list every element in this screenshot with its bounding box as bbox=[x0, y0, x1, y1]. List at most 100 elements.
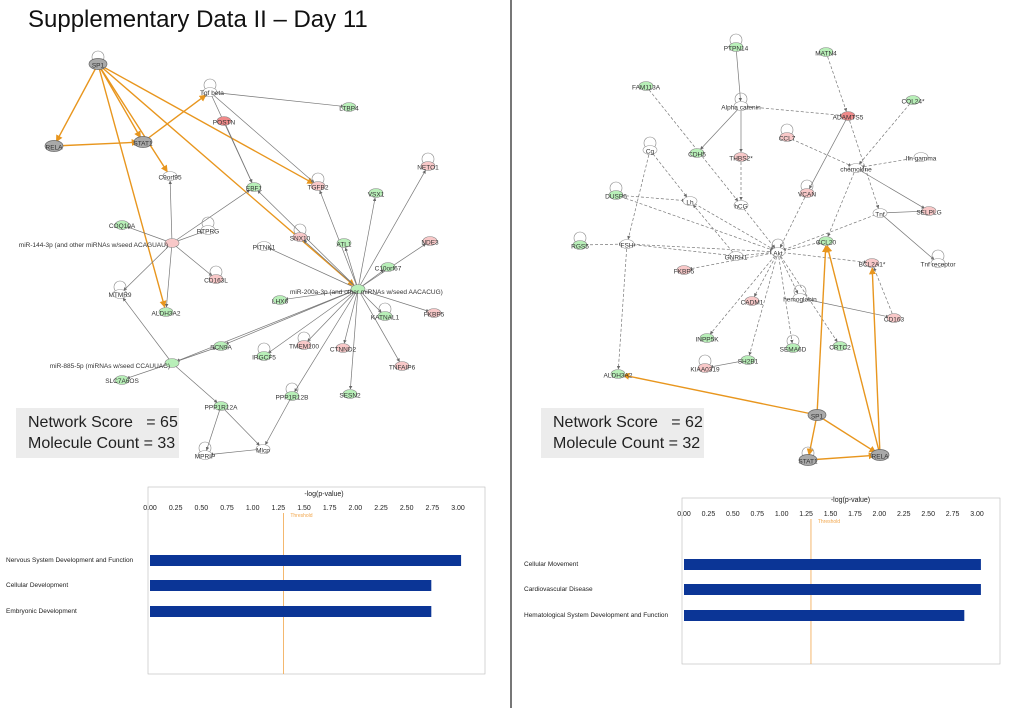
node-katnal1: KATNAL1 bbox=[371, 302, 400, 322]
network-score: Network Score = 62 bbox=[553, 414, 703, 431]
edge-line bbox=[825, 245, 881, 456]
edge-line bbox=[816, 414, 877, 453]
tick-label: 2.50 bbox=[400, 505, 414, 512]
node-label: ALDH3A2 bbox=[152, 311, 181, 318]
edge-line bbox=[816, 245, 829, 416]
edge-line bbox=[97, 63, 315, 185]
edge-line bbox=[879, 209, 925, 214]
edge-line bbox=[209, 91, 345, 108]
bar bbox=[150, 580, 432, 591]
node-label: Lh bbox=[686, 200, 694, 207]
node-label: Cg bbox=[646, 149, 655, 156]
node-label: FAM113A bbox=[632, 85, 661, 92]
tick-label: 2.25 bbox=[374, 505, 388, 512]
node-label: Alpha catenin bbox=[721, 105, 761, 112]
edge-line bbox=[858, 99, 914, 165]
tick-label: 3.00 bbox=[451, 505, 465, 512]
node-snx10: SNX10 bbox=[290, 223, 311, 243]
tick-label: 0.25 bbox=[702, 511, 716, 518]
edge-line bbox=[754, 251, 779, 297]
node-kiaa0319: KIAA0319 bbox=[690, 354, 720, 374]
tick-label: 1.75 bbox=[323, 505, 337, 512]
node-label: CD163 bbox=[884, 317, 905, 324]
node-scn9a: SCN9A bbox=[210, 341, 232, 352]
node-label: SP1 bbox=[92, 63, 105, 70]
category-label: Nervous System Development and Function bbox=[6, 557, 134, 564]
node-pitnk1: PITNK1 bbox=[253, 241, 276, 252]
score-box-right: Network Score = 62 Molecule Count = 32 bbox=[541, 408, 704, 458]
node-label: hemoglobin bbox=[783, 297, 817, 304]
node-stat1: STAT1 bbox=[798, 446, 818, 466]
node-label: FKBP5 bbox=[674, 269, 695, 276]
edge-line bbox=[171, 347, 217, 364]
edge-line bbox=[55, 63, 99, 143]
node-sema6d: SEMA6D bbox=[780, 334, 807, 354]
node-ccl20: CCL20 bbox=[816, 236, 837, 247]
tick-label: 0.00 bbox=[143, 505, 157, 512]
node-alphacat: Alpha catenin bbox=[721, 92, 761, 112]
node-chemokine: chemokine bbox=[840, 163, 872, 174]
node-lhx6: LHX6 bbox=[272, 295, 289, 306]
edge-line bbox=[779, 192, 808, 248]
node-fam113a: FAM113A bbox=[632, 81, 661, 92]
node-ebf1: EBF1 bbox=[246, 182, 263, 193]
edge-line bbox=[860, 156, 922, 169]
node-akt: Akt bbox=[770, 238, 786, 258]
bar bbox=[684, 584, 981, 595]
node-mir885: miR-885-5p (miRNAs w/seed CCAUUAC) bbox=[50, 358, 180, 370]
tick-label: 1.50 bbox=[297, 505, 311, 512]
edge-line bbox=[689, 200, 774, 250]
node-ptprg: PTPRG bbox=[197, 216, 219, 236]
node-label: TNFAIP6 bbox=[389, 365, 416, 372]
node-cdh5: CDH5 bbox=[688, 148, 706, 159]
node-label: EBF1 bbox=[246, 186, 263, 193]
node-label: LTBP4 bbox=[339, 106, 359, 113]
edge-line bbox=[220, 405, 260, 446]
node-cd163l: CD163L bbox=[204, 265, 228, 285]
edge-line bbox=[735, 46, 743, 102]
network-score: Network Score = 65 bbox=[28, 414, 178, 431]
network-diagram-left: SP1 RELA STAT1 Tgf beta LTBP4 POSTN NETO1 C9orf… bbox=[19, 50, 445, 461]
edge-line bbox=[622, 372, 818, 416]
edge-line bbox=[97, 63, 168, 173]
edge-line bbox=[171, 242, 213, 277]
edge-line bbox=[357, 170, 426, 290]
edge-line bbox=[225, 288, 359, 345]
node-ppp1r12a: PPP1R12A bbox=[205, 401, 238, 412]
edge-line bbox=[303, 240, 359, 290]
node-label: GNRH1 bbox=[725, 255, 748, 262]
edge-line bbox=[343, 288, 359, 344]
edge-line bbox=[97, 63, 355, 287]
nodes: PTPN14 MATN4 FAM113A Alpha catenin ADAMTS5 CO… bbox=[571, 33, 956, 466]
edge-line bbox=[257, 190, 359, 290]
node-label: Ifn gamma bbox=[906, 156, 937, 163]
category-label: Cellular Movement bbox=[524, 561, 578, 568]
node-sh2b1: SH2B1 bbox=[738, 355, 759, 366]
edge-line bbox=[806, 414, 818, 456]
edge-line bbox=[626, 243, 774, 254]
node-label: CDH5 bbox=[688, 152, 706, 159]
node-aldh3a2: ALDH3A2 bbox=[604, 369, 633, 380]
tick-label: 0.75 bbox=[750, 511, 764, 518]
edge-line bbox=[122, 297, 173, 364]
edge-line bbox=[142, 94, 207, 143]
edge-line bbox=[307, 288, 359, 342]
node-ppp1r12b: PPP1R12B bbox=[276, 382, 308, 402]
node-neto1: NETO1 bbox=[417, 152, 439, 172]
node-label: KATNAL1 bbox=[371, 315, 400, 322]
node-tgfb: Tgf beta bbox=[200, 78, 224, 97]
edge-line bbox=[777, 251, 799, 294]
edge-line bbox=[171, 362, 218, 403]
node-label: DUSP6 bbox=[605, 194, 627, 201]
node-thbs2: THBS2* bbox=[729, 152, 753, 163]
edge-line bbox=[171, 189, 251, 244]
node-label: CD163L bbox=[204, 278, 228, 285]
edge-line bbox=[777, 241, 822, 253]
bar bbox=[684, 559, 981, 570]
tick-label: 2.75 bbox=[946, 511, 960, 518]
edge-line bbox=[692, 204, 737, 257]
node-label: VSX1 bbox=[368, 192, 385, 199]
node-ccl7: CCL7 bbox=[779, 123, 796, 143]
bar bbox=[150, 606, 432, 617]
category-label: Cardiovascular Disease bbox=[524, 586, 593, 593]
